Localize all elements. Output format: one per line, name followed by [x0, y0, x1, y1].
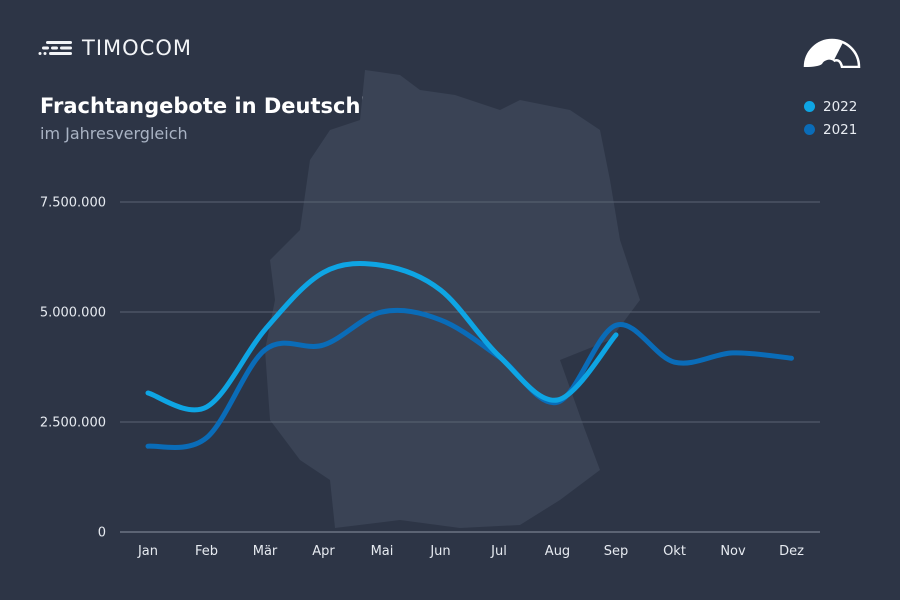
x-tick-label: Apr — [312, 544, 335, 559]
chart-title: Frachtangebote in Deutschland — [40, 94, 412, 118]
legend: 2022 2021 — [804, 95, 857, 141]
x-tick-label: Sep — [604, 544, 629, 559]
y-tick-label: 7.500.000 — [40, 196, 106, 211]
legend-swatch-2021 — [804, 124, 815, 135]
timocom-logo: TIMOCOM — [38, 36, 192, 60]
x-tick-label: Aug — [545, 544, 570, 559]
gauge-icon — [803, 38, 861, 68]
legend-swatch-2022 — [804, 101, 815, 112]
x-tick-label: Jan — [137, 544, 158, 559]
y-tick-label: 0 — [98, 526, 106, 541]
x-tick-label: Jul — [490, 544, 507, 559]
legend-item-2021: 2021 — [804, 118, 857, 141]
x-tick-label: Jun — [429, 544, 450, 559]
chart-subtitle: im Jahresvergleich — [40, 124, 188, 143]
legend-label-2022: 2022 — [823, 98, 858, 115]
y-tick-label: 5.000.000 — [40, 306, 106, 321]
timocom-logo-icon — [38, 41, 72, 55]
brand-name: TIMOCOM — [82, 36, 192, 60]
legend-item-2022: 2022 — [804, 95, 857, 118]
x-tick-label: Feb — [195, 544, 218, 559]
x-tick-label: Dez — [779, 544, 804, 559]
legend-label-2021: 2021 — [823, 121, 858, 138]
y-tick-label: 2.500.000 — [40, 416, 106, 431]
x-tick-label: Mai — [371, 544, 394, 559]
x-tick-label: Nov — [720, 544, 746, 559]
x-tick-label: Okt — [663, 544, 686, 559]
x-tick-label: Mär — [253, 544, 278, 559]
